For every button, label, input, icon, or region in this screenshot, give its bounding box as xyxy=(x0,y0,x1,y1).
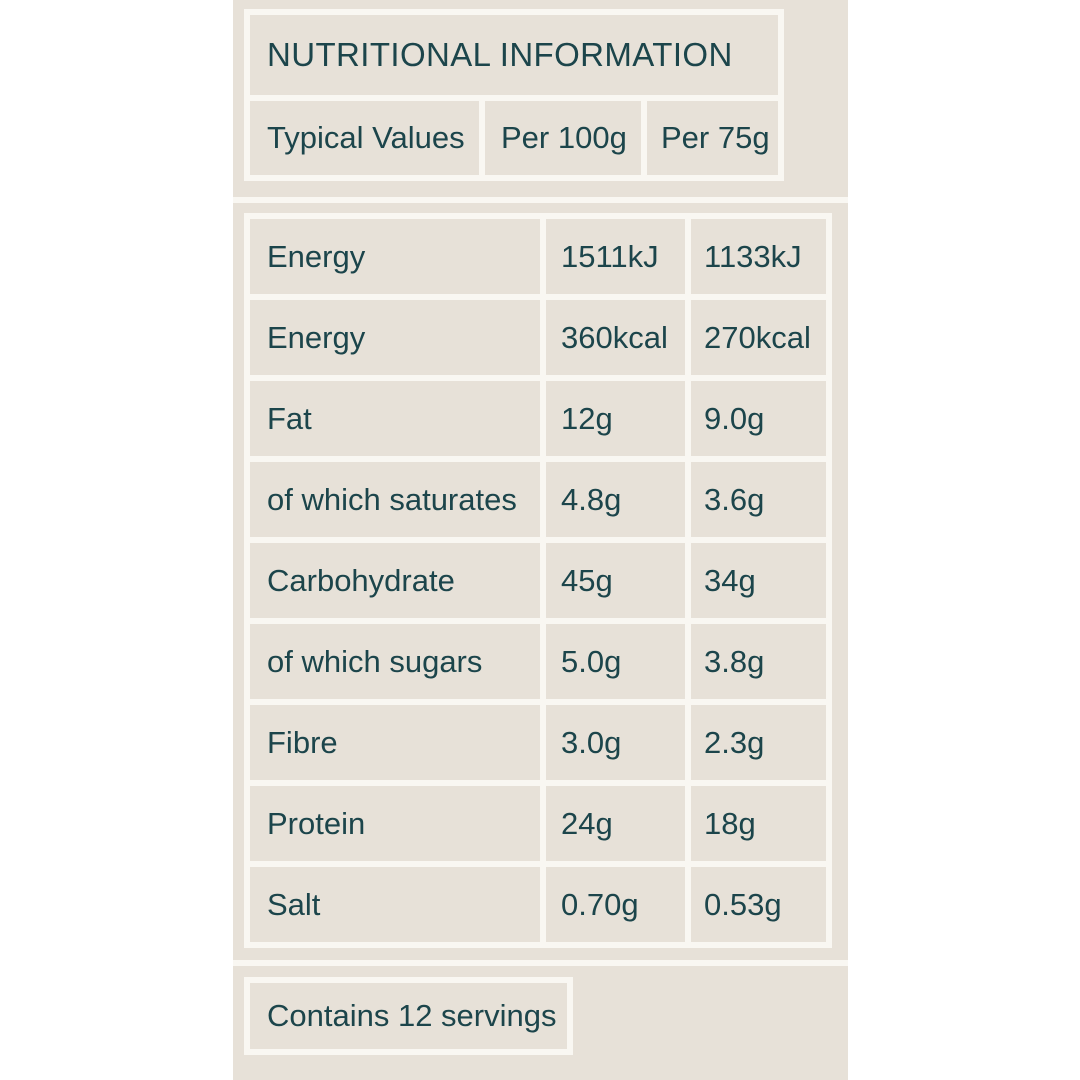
servings-box: Contains 12 servings xyxy=(244,977,573,1055)
value-per-100g: 5.0g xyxy=(546,624,685,699)
nutrition-header-table: NUTRITIONAL INFORMATION Typical Values P… xyxy=(244,9,784,181)
value-per-100g: 12g xyxy=(546,381,685,456)
value-per-75g: 18g xyxy=(691,786,826,861)
nutrition-title: NUTRITIONAL INFORMATION xyxy=(250,15,778,95)
table-row-sugars: of which sugars 5.0g 3.8g xyxy=(250,624,826,699)
section-divider xyxy=(233,197,848,203)
nutrient-label: Energy xyxy=(250,300,540,375)
nutrition-values-table: Energy 1511kJ 1133kJ Energy 360kcal 270k… xyxy=(244,213,832,948)
table-row-servings: Contains 12 servings xyxy=(250,983,567,1049)
value-per-100g: 4.8g xyxy=(546,462,685,537)
value-per-75g: 34g xyxy=(691,543,826,618)
value-per-100g: 24g xyxy=(546,786,685,861)
value-per-100g: 360kcal xyxy=(546,300,685,375)
table-row-saturates: of which saturates 4.8g 3.6g xyxy=(250,462,826,537)
table-row: NUTRITIONAL INFORMATION xyxy=(250,15,778,95)
nutrient-label: of which sugars xyxy=(250,624,540,699)
column-header-per-100g: Per 100g xyxy=(485,101,641,175)
value-per-100g: 45g xyxy=(546,543,685,618)
table-row-fat: Fat 12g 9.0g xyxy=(250,381,826,456)
value-per-75g: 9.0g xyxy=(691,381,826,456)
nutrition-label-panel: NUTRITIONAL INFORMATION Typical Values P… xyxy=(233,0,848,1080)
value-per-75g: 1133kJ xyxy=(691,219,826,294)
table-row-salt: Salt 0.70g 0.53g xyxy=(250,867,826,942)
value-per-75g: 2.3g xyxy=(691,705,826,780)
nutrient-label: Energy xyxy=(250,219,540,294)
table-row-fibre: Fibre 3.0g 2.3g xyxy=(250,705,826,780)
value-per-100g: 3.0g xyxy=(546,705,685,780)
value-per-75g: 0.53g xyxy=(691,867,826,942)
nutrient-label: Fibre xyxy=(250,705,540,780)
section-divider xyxy=(233,960,848,966)
nutrient-label: of which saturates xyxy=(250,462,540,537)
nutrient-label: Protein xyxy=(250,786,540,861)
nutrient-label: Carbohydrate xyxy=(250,543,540,618)
value-per-100g: 1511kJ xyxy=(546,219,685,294)
column-header-per-75g: Per 75g xyxy=(647,101,778,175)
table-row-protein: Protein 24g 18g xyxy=(250,786,826,861)
table-row-energy-kj: Energy 1511kJ 1133kJ xyxy=(250,219,826,294)
nutrient-label: Fat xyxy=(250,381,540,456)
value-per-75g: 270kcal xyxy=(691,300,826,375)
table-row: Typical Values Per 100g Per 75g xyxy=(250,101,778,175)
value-per-75g: 3.6g xyxy=(691,462,826,537)
value-per-75g: 3.8g xyxy=(691,624,826,699)
value-per-100g: 0.70g xyxy=(546,867,685,942)
column-header-typical-values: Typical Values xyxy=(250,101,479,175)
servings-text: Contains 12 servings xyxy=(250,983,567,1049)
table-row-carbohydrate: Carbohydrate 45g 34g xyxy=(250,543,826,618)
table-row-energy-kcal: Energy 360kcal 270kcal xyxy=(250,300,826,375)
nutrient-label: Salt xyxy=(250,867,540,942)
